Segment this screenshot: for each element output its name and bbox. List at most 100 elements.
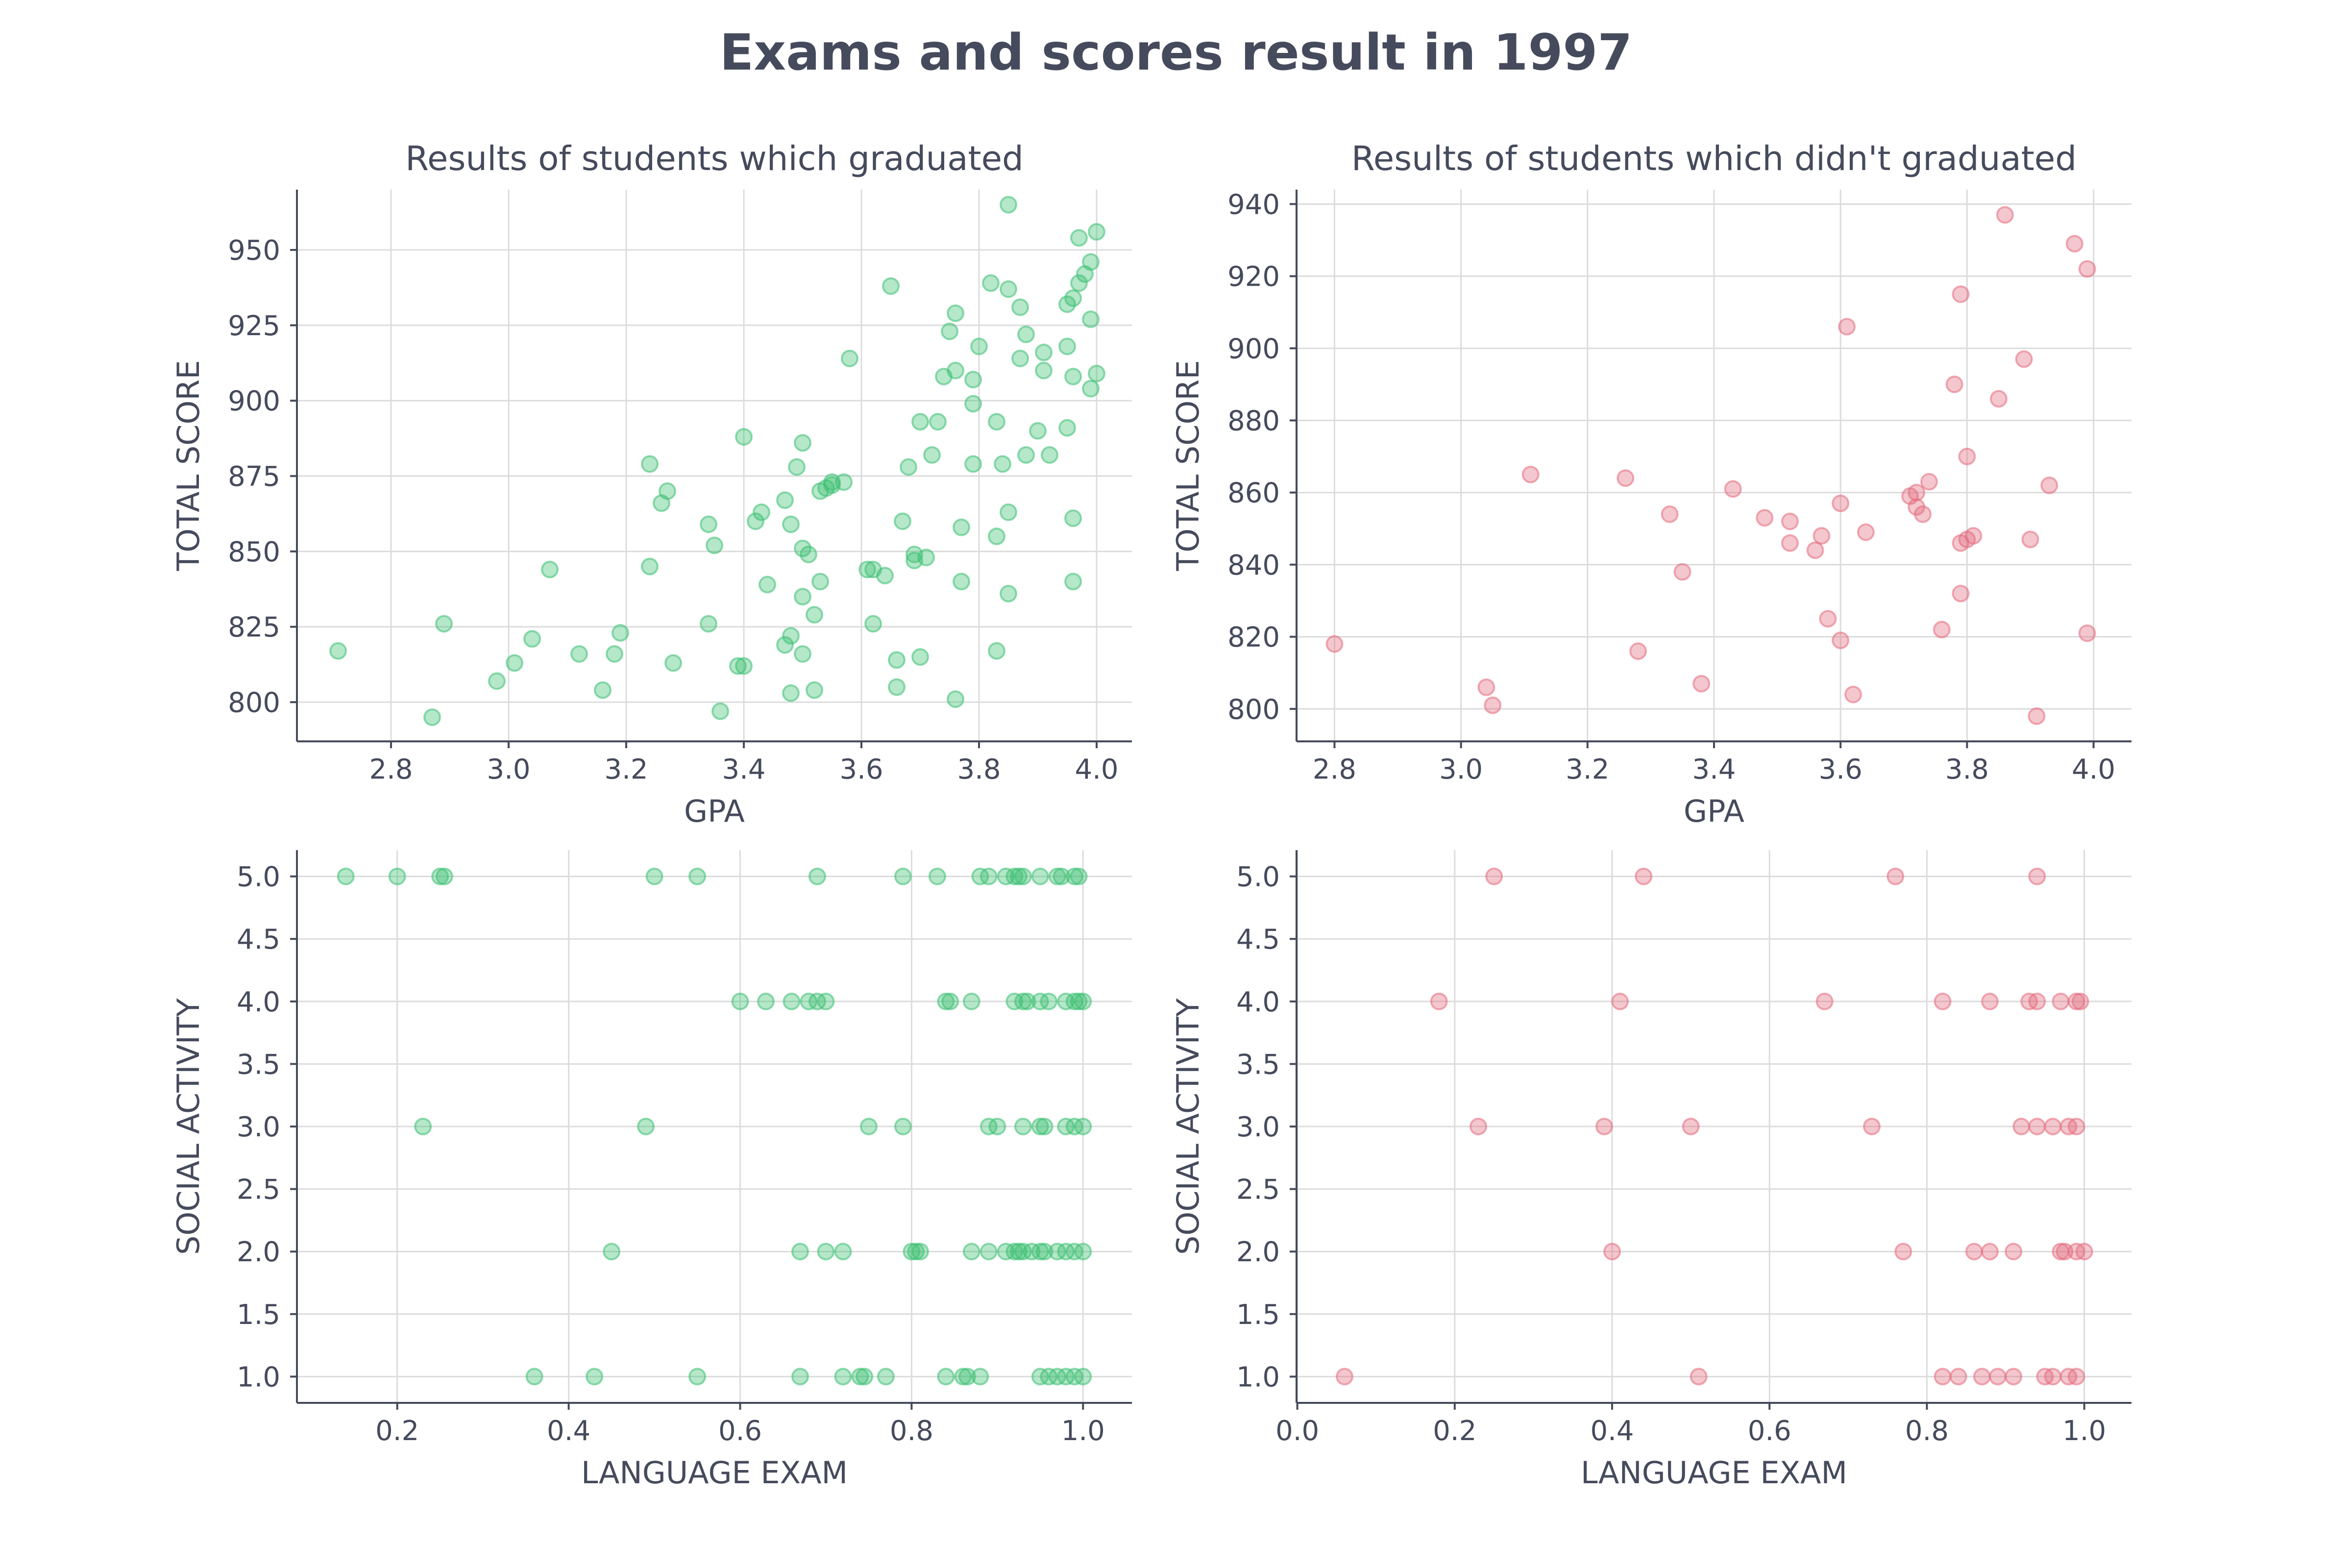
- scatter-point: [1945, 375, 1963, 393]
- scatter-point: [1029, 422, 1047, 440]
- y-tick-label: 2.5: [237, 1174, 280, 1206]
- scatter-point: [954, 1368, 972, 1386]
- scatter-point: [1000, 503, 1017, 521]
- gridlines: [1297, 850, 2132, 1403]
- scatter-point: [1933, 620, 1951, 638]
- scatter-point: [1981, 1243, 1999, 1261]
- scatter-point: [1000, 585, 1017, 603]
- scatter-point: [835, 473, 853, 491]
- scatter-point: [1989, 390, 2008, 408]
- scatter-point: [794, 588, 811, 606]
- y-tick-label: 1.5: [237, 1299, 280, 1331]
- scatter-point: [1088, 365, 1105, 383]
- scatter-point: [888, 651, 906, 669]
- gridlines: [297, 190, 1132, 741]
- scatter-point: [1082, 380, 1100, 398]
- subplot-lang-nograd: 0.0 0.2 0.4 0.6 0.8 1.0 1.0 1.5 2.0 2.5 3.0 3.5 4.0 4…: [1170, 850, 2132, 1491]
- scatter-point: [329, 642, 347, 660]
- x-tick-label: 0.4: [547, 1415, 590, 1447]
- y-tick-label: 4.0: [1236, 986, 1280, 1018]
- scatter-point: [1064, 509, 1082, 527]
- scatter-point: [894, 1118, 912, 1135]
- x-tick-label: 0.6: [718, 1415, 762, 1447]
- scatter-point: [791, 1243, 809, 1261]
- scatter-points: [337, 867, 1092, 1386]
- scatter-point: [1048, 867, 1066, 885]
- x-axis-label: GPA: [684, 793, 745, 829]
- scatter-point: [753, 503, 770, 521]
- scatter-point: [523, 630, 541, 648]
- scatter-point: [1815, 992, 1834, 1010]
- y-tick-label: 4.0: [237, 986, 280, 1018]
- scatter-point: [1335, 1368, 1353, 1386]
- scatter-point: [2078, 624, 2096, 642]
- scatter-point: [1952, 285, 1970, 303]
- scatter-point: [1064, 289, 1082, 307]
- scatter-point: [700, 515, 717, 533]
- scatter-point: [1844, 686, 1862, 704]
- scatter-point: [947, 690, 964, 708]
- scatter-point: [2065, 235, 2083, 253]
- x-tick-label: 3.4: [1692, 754, 1736, 785]
- scatter-point: [776, 636, 794, 654]
- scatter-point: [1014, 1118, 1032, 1135]
- scatter-point: [1041, 446, 1058, 464]
- scatter-point: [806, 606, 823, 624]
- y-tick-label: 860: [1227, 477, 1280, 509]
- x-tick-label: 4.0: [2072, 754, 2115, 785]
- y-tick-label: 1.0: [237, 1361, 280, 1393]
- x-tick-label: 0.0: [1275, 1415, 1319, 1447]
- y-tick-label: 3.5: [237, 1049, 280, 1080]
- scatter-point: [962, 1243, 980, 1261]
- scatter-point: [882, 277, 900, 295]
- scatter-point: [659, 482, 676, 500]
- scatter-point: [1070, 867, 1088, 885]
- scatter-point: [525, 1368, 543, 1386]
- x-tick-label: 3.8: [1945, 754, 1989, 785]
- scatter-point: [688, 1368, 707, 1386]
- scatter-point: [1040, 992, 1058, 1010]
- scatter-point: [894, 867, 912, 885]
- y-tick-label: 4.5: [237, 924, 280, 956]
- scatter-point: [971, 1368, 989, 1386]
- scatter-point: [947, 362, 964, 380]
- scatter-point: [2044, 1368, 2062, 1386]
- y-tick-label: 875: [228, 461, 280, 493]
- y-tick-label: 800: [228, 687, 280, 719]
- scatter-point: [970, 337, 988, 355]
- x-tick-label: 0.2: [375, 1415, 419, 1447]
- scatter-point: [858, 561, 876, 579]
- scatter-point: [1082, 253, 1100, 271]
- scatter-point: [1469, 1118, 1487, 1135]
- scatter-point: [877, 1368, 895, 1386]
- x-tick-label: 3.2: [1566, 754, 1609, 785]
- y-tick-label: 900: [1227, 333, 1280, 365]
- y-tick-label: 1.0: [1236, 1361, 1280, 1393]
- scatter-point: [637, 1118, 655, 1135]
- scatter-point: [859, 1118, 878, 1135]
- scatter-point: [435, 615, 453, 633]
- scatter-point: [1082, 310, 1100, 328]
- scatter-point: [1724, 480, 1742, 498]
- scatter-point: [888, 678, 906, 696]
- subplot-title: Results of students which graduated: [405, 139, 1024, 178]
- x-tick-label: 0.8: [1905, 1415, 1949, 1447]
- scatter-point: [2028, 992, 2046, 1010]
- scatter-point: [791, 1368, 809, 1386]
- x-tick-label: 4.0: [1075, 754, 1118, 785]
- scatter-point: [1673, 563, 1691, 581]
- scatter-point: [506, 654, 523, 672]
- scatter-point: [1031, 867, 1049, 885]
- scatter-point: [988, 642, 1005, 660]
- scatter-point: [1484, 696, 1502, 714]
- y-tick-label: 820: [1227, 622, 1280, 654]
- scatter-point: [1692, 675, 1711, 693]
- x-tick-label: 3.0: [487, 754, 530, 785]
- scatter-point: [782, 684, 800, 702]
- x-tick-label: 0.2: [1433, 1415, 1476, 1447]
- scatter-point: [856, 1368, 874, 1386]
- scatter-point: [2075, 1243, 2093, 1261]
- x-tick-label: 1.0: [1061, 1415, 1105, 1447]
- y-tick-label: 3.5: [1236, 1049, 1280, 1080]
- scatter-point: [2005, 1243, 2023, 1261]
